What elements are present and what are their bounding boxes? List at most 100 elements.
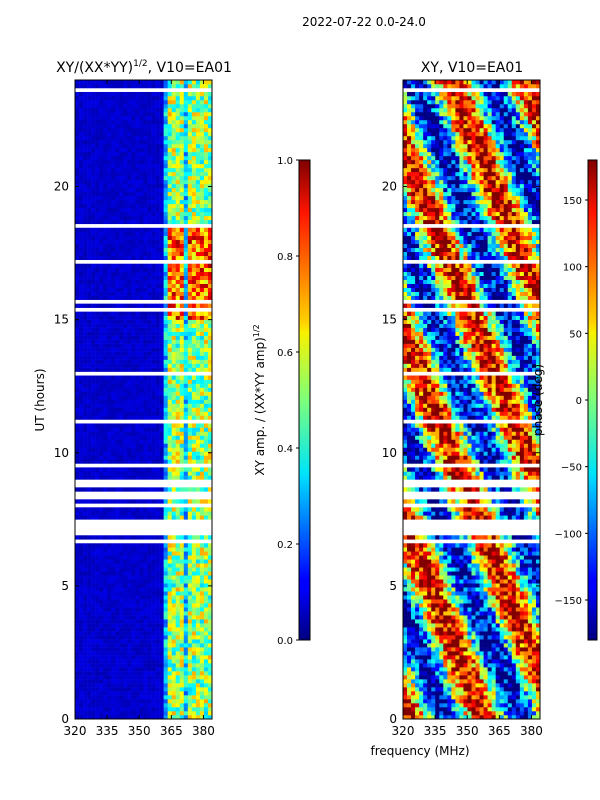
left-cell	[79, 147, 84, 153]
left-cell	[79, 671, 84, 676]
left-cell	[167, 703, 173, 708]
left-cell	[207, 123, 212, 129]
left-cell	[179, 383, 185, 388]
left-cell	[179, 639, 185, 644]
left-cell	[151, 427, 156, 432]
left-cell	[159, 535, 164, 540]
left-cell	[135, 627, 140, 632]
left-cell	[139, 207, 144, 213]
left-cell	[91, 163, 96, 169]
left-cell	[99, 403, 104, 408]
left-cell	[207, 439, 212, 444]
left-cell	[135, 619, 140, 624]
left-cell	[175, 287, 181, 292]
left-cell	[95, 427, 100, 432]
left-cell	[115, 583, 120, 588]
left-cell	[195, 591, 201, 596]
left-cell	[115, 111, 120, 117]
left-cell	[143, 323, 148, 328]
left-cell	[119, 407, 124, 412]
left-cell	[75, 143, 80, 149]
left-cell	[163, 107, 168, 113]
left-cell	[203, 415, 209, 420]
left-cell	[143, 703, 148, 708]
left-cell	[199, 279, 205, 284]
left-cell	[171, 547, 177, 552]
left-cell	[183, 363, 189, 368]
left-cell	[127, 107, 132, 113]
left-cell	[143, 691, 148, 696]
left-cell	[99, 255, 104, 261]
left-cell	[131, 623, 136, 628]
left-cell	[107, 167, 112, 173]
left-cell	[175, 535, 181, 540]
left-cell	[143, 403, 148, 408]
left-cell	[103, 239, 108, 245]
left-cell	[75, 383, 80, 388]
left-cell	[99, 139, 104, 145]
left-cell	[179, 451, 185, 456]
left-cell	[191, 691, 197, 696]
left-cell	[103, 675, 108, 680]
left-cell	[203, 251, 209, 257]
left-cell	[123, 239, 128, 245]
left-cell	[179, 99, 185, 105]
left-cell	[179, 91, 185, 97]
left-cell	[167, 415, 173, 420]
left-cell	[179, 143, 185, 149]
left-cell	[99, 151, 104, 157]
right-cell	[491, 715, 496, 719]
left-cell	[91, 303, 96, 308]
left-cell	[79, 575, 84, 580]
left-cell	[195, 439, 201, 444]
left-cell	[175, 131, 181, 137]
left-cell	[171, 619, 177, 624]
left-cell	[171, 435, 177, 440]
left-cell	[183, 639, 189, 644]
left-cell	[167, 443, 173, 448]
left-cell	[91, 203, 96, 209]
left-cell	[87, 487, 92, 492]
left-cell	[83, 655, 88, 660]
left-cell	[111, 91, 116, 97]
left-cell	[147, 343, 152, 348]
left-cell	[187, 455, 193, 460]
left-cell	[75, 555, 80, 560]
left-cell	[183, 659, 189, 664]
left-cell	[195, 151, 201, 157]
left-cell	[175, 431, 181, 436]
left-cell	[75, 659, 80, 664]
left-cell	[115, 715, 120, 719]
left-cell	[187, 147, 193, 153]
left-cell	[207, 339, 212, 344]
left-cell	[111, 239, 116, 245]
left-cell	[163, 183, 168, 189]
left-cell	[87, 159, 92, 165]
left-cell	[143, 671, 148, 676]
left-cell	[187, 395, 193, 400]
left-cell	[119, 435, 124, 440]
left-cell	[171, 219, 177, 225]
left-cell	[131, 367, 136, 372]
left-cell	[191, 159, 197, 165]
right-cell	[495, 703, 501, 708]
left-cell	[159, 547, 164, 552]
left-cell	[75, 471, 80, 476]
left-cell	[183, 699, 189, 704]
left-cell	[167, 571, 173, 576]
left-cell	[119, 711, 124, 716]
left-cell	[79, 295, 84, 300]
left-cell	[103, 375, 108, 380]
left-cell	[87, 291, 92, 296]
left-cell	[87, 635, 92, 640]
left-cell	[127, 119, 132, 125]
left-cell	[87, 427, 92, 432]
left-cell	[103, 431, 108, 436]
left-cell	[111, 423, 116, 428]
left-cell	[123, 467, 128, 472]
left-cell	[99, 247, 104, 253]
left-cell	[119, 103, 124, 109]
left-cell	[207, 391, 212, 396]
left-cell	[75, 607, 80, 612]
left-cell	[155, 507, 160, 512]
